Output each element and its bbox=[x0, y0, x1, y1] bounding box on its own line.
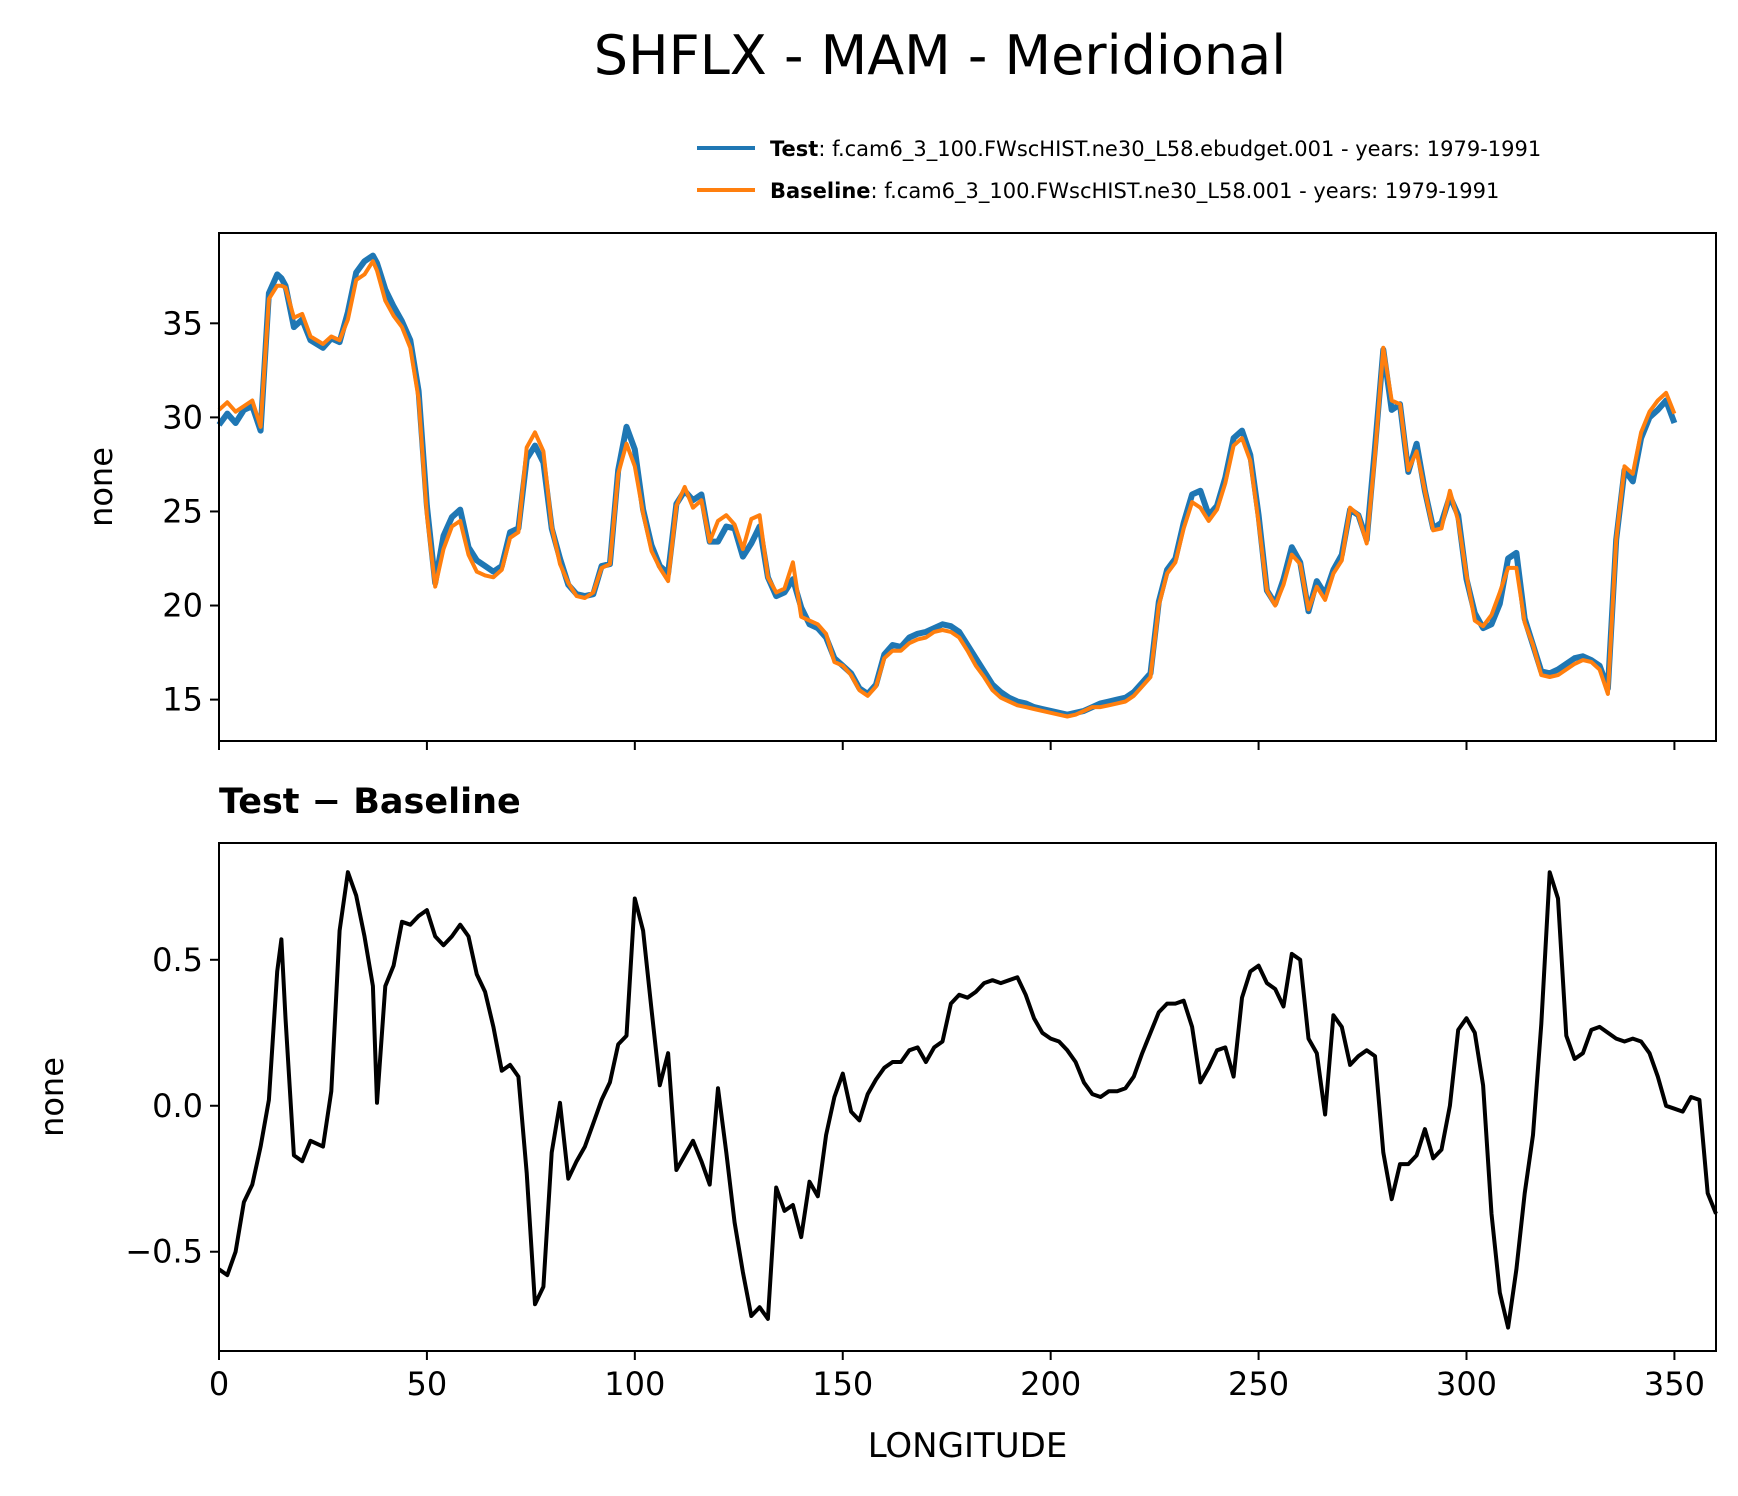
legend: Test: f.cam6_3_100.FWscHIST.ne30_L58.ebu… bbox=[697, 137, 1541, 204]
bottom-x-axis-label: LONGITUDE bbox=[868, 1426, 1068, 1466]
top-frame bbox=[218, 232, 1717, 742]
bottom-frame bbox=[218, 842, 1717, 1352]
top-y-tick-label: 15 bbox=[162, 681, 203, 719]
legend-label-test: Test: f.cam6_3_100.FWscHIST.ne30_L58.ebu… bbox=[770, 137, 1541, 162]
figure-title: SHFLX - MAM - Meridional bbox=[594, 24, 1286, 87]
top-panel: 15 20 25 30 35 none bbox=[82, 232, 1717, 750]
bottom-y-tick-label: −0.5 bbox=[125, 1233, 203, 1271]
top-y-tick-label: 30 bbox=[162, 398, 203, 436]
top-y-tick-label: 25 bbox=[162, 492, 203, 530]
bottom-x-tick-label: 200 bbox=[1020, 1365, 1081, 1403]
bottom-y-axis-label: none bbox=[33, 1057, 71, 1137]
bottom-x-tick-label: 0 bbox=[209, 1365, 229, 1403]
bottom-y-tick-label: 0.0 bbox=[152, 1087, 203, 1125]
bottom-x-tick-label: 250 bbox=[1228, 1365, 1289, 1403]
bottom-panel: −0.5 0.0 0.5 0 50 100 150 200 250 300 350 none LONGI… bbox=[33, 842, 1718, 1466]
top-y-axis-label: none bbox=[82, 447, 120, 527]
bottom-x-tick-label: 100 bbox=[604, 1365, 665, 1403]
legend-label-baseline-text: : f.cam6_3_100.FWscHIST.ne30_L58.001 - y… bbox=[871, 179, 1500, 204]
top-series-line-test bbox=[216, 252, 1678, 718]
top-y-tick-label: 35 bbox=[162, 304, 203, 342]
top-series-line-baseline bbox=[217, 259, 1677, 719]
bottom-series-line-test-baseline bbox=[217, 870, 1718, 1330]
legend-label-baseline: Baseline: f.cam6_3_100.FWscHIST.ne30_L58… bbox=[770, 179, 1499, 204]
bottom-x-tick-label: 300 bbox=[1436, 1365, 1497, 1403]
bottom-x-tick-label: 350 bbox=[1644, 1365, 1705, 1403]
legend-label-test-text: : f.cam6_3_100.FWscHIST.ne30_L58.ebudget… bbox=[818, 137, 1541, 162]
bottom-x-tick-label: 150 bbox=[812, 1365, 873, 1403]
legend-label-baseline-bold: Baseline bbox=[770, 179, 871, 203]
top-y-tick-label: 20 bbox=[162, 587, 203, 625]
bottom-x-tick-label: 50 bbox=[407, 1365, 448, 1403]
bottom-y-tick-label: 0.5 bbox=[152, 941, 203, 979]
legend-label-test-bold: Test bbox=[770, 137, 818, 161]
diff-panel-title: Test − Baseline bbox=[219, 782, 521, 822]
